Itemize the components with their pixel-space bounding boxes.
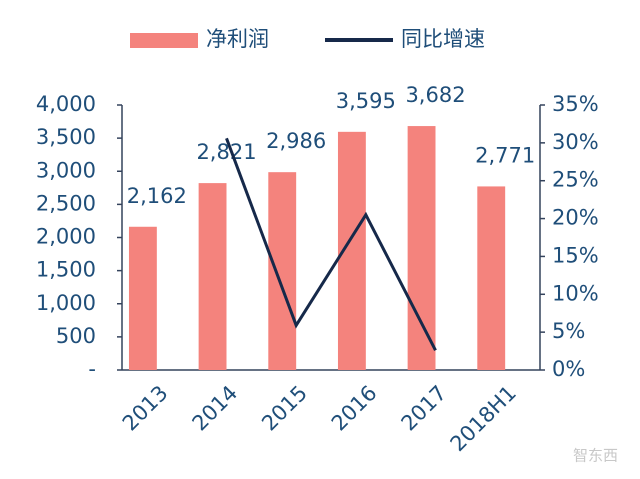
y-tick-label: 3,000 — [36, 158, 96, 182]
y2-tick-label: 5% — [552, 319, 585, 343]
y2-tick-label: 35% — [552, 92, 599, 116]
y-tick-label: 2,500 — [36, 191, 96, 215]
x-tick-label: 2017 — [397, 381, 452, 436]
bar — [268, 172, 297, 370]
y-tick-label: 500 — [56, 324, 96, 348]
data-label: 2,771 — [475, 143, 535, 167]
data-label: 3,682 — [405, 83, 465, 107]
legend-label: 同比增速 — [401, 27, 485, 51]
bar — [407, 126, 436, 370]
x-tick-label: 2015 — [257, 381, 312, 436]
data-label: 2,162 — [127, 184, 187, 208]
legend-label: 净利润 — [206, 27, 269, 51]
y2-tick-label: 10% — [552, 281, 599, 305]
y-tick-label: 4,000 — [36, 92, 96, 116]
watermark: 智东西 — [573, 447, 618, 465]
data-label: 2,986 — [266, 129, 326, 153]
y2-tick-label: 0% — [552, 357, 585, 381]
line — [225, 137, 437, 351]
bar — [477, 186, 506, 370]
y-tick-label: 3,500 — [36, 125, 96, 149]
y-tick-label: - — [88, 357, 96, 381]
y-tick-label: 2,000 — [36, 225, 96, 249]
data-label: 3,595 — [336, 89, 396, 113]
y2-tick-label: 25% — [552, 168, 599, 192]
y-tick-label: 1,500 — [36, 258, 96, 282]
bar — [128, 226, 157, 370]
x-tick-label: 2013 — [118, 381, 173, 436]
legend-swatch — [130, 33, 198, 48]
y2-tick-label: 30% — [552, 130, 599, 154]
x-tick-label: 2014 — [188, 381, 243, 436]
x-tick-label: 2018H1 — [446, 381, 521, 456]
y2-tick-label: 15% — [552, 243, 599, 267]
data-label: 2,821 — [196, 140, 256, 164]
y2-tick-label: 20% — [552, 206, 599, 230]
bar — [198, 183, 227, 370]
y-tick-label: 1,000 — [36, 291, 96, 315]
x-tick-label: 2016 — [327, 381, 382, 436]
